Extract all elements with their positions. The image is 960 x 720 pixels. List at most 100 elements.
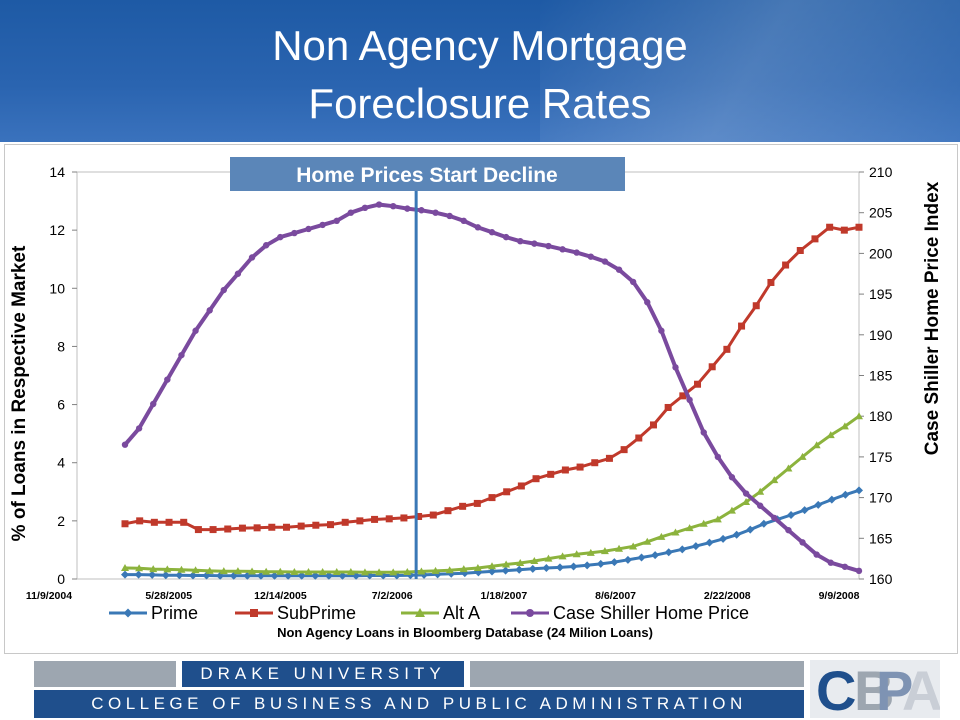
data-point-alta [530, 556, 539, 564]
data-point-prime [841, 490, 850, 499]
data-point-alta [389, 568, 398, 576]
slide-title-line-2: Foreclosure Rates [308, 80, 652, 127]
data-point-case_shiller [474, 224, 482, 231]
data-point-prime [855, 486, 863, 495]
data-point-subprime [429, 511, 437, 519]
data-point-alta [685, 524, 694, 532]
data-point-subprime [165, 518, 173, 526]
data-point-prime [732, 530, 741, 539]
y2-tick-label: 195 [869, 286, 893, 302]
data-point-case_shiller [488, 229, 496, 236]
data-point-prime [311, 571, 320, 580]
data-point-prime [297, 571, 306, 580]
x-tick-label: 12/14/2005 [254, 590, 307, 602]
footer-top-band: DRAKE UNIVERSITY [34, 661, 804, 687]
data-point-subprime [121, 520, 129, 528]
data-point-prime [569, 562, 578, 571]
data-point-subprime [796, 246, 804, 254]
data-point-prime [623, 555, 632, 564]
data-point-subprime [649, 421, 657, 429]
data-point-prime [705, 538, 714, 547]
data-point-alta [572, 550, 581, 558]
data-point-case_shiller [305, 225, 312, 233]
data-point-case_shiller [502, 233, 510, 241]
data-point-alta [276, 567, 285, 575]
data-point-subprime [180, 518, 188, 526]
data-point-case_shiller [220, 286, 228, 294]
data-point-subprime [238, 524, 246, 532]
data-point-alta [318, 568, 327, 576]
data-point-prime [787, 511, 796, 520]
data-point-alta [262, 567, 271, 575]
data-point-alta [502, 560, 511, 568]
y2-tick-label: 190 [869, 327, 893, 343]
data-point-prime [488, 567, 496, 576]
data-point-subprime [400, 514, 408, 522]
data-point-alta [558, 552, 567, 560]
data-point-case_shiller [700, 429, 707, 436]
data-point-alta [742, 497, 751, 505]
data-point-subprime [268, 523, 276, 531]
data-point-subprime [150, 518, 158, 526]
data-point-subprime [327, 521, 335, 529]
data-point-subprime [136, 517, 144, 525]
data-point-case_shiller [531, 240, 538, 247]
data-point-case_shiller [389, 202, 397, 210]
data-point-alta [304, 568, 313, 576]
data-point-prime [134, 570, 143, 579]
data-point-alta [473, 563, 482, 571]
data-point-case_shiller [460, 217, 467, 225]
data-point-alta [516, 559, 525, 567]
data-point-case_shiller [347, 209, 355, 216]
data-point-alta [403, 568, 412, 576]
data-point-case_shiller [771, 514, 778, 522]
data-point-prime [528, 564, 537, 573]
y2-tick-label: 205 [869, 205, 893, 221]
data-point-case_shiller [517, 237, 524, 245]
data-point-case_shiller [785, 526, 792, 534]
data-point-subprime [385, 515, 393, 523]
data-point-case_shiller [234, 270, 242, 277]
data-point-case_shiller [672, 364, 679, 371]
data-point-subprime [356, 517, 364, 525]
data-point-alta [671, 528, 680, 536]
data-point-prime [270, 571, 279, 580]
data-point-prime [216, 571, 225, 580]
x-tick-label: 8/6/2007 [595, 590, 636, 602]
university-name: DRAKE UNIVERSITY [182, 661, 464, 687]
y2-tick-label: 170 [869, 490, 893, 506]
data-point-prime [324, 571, 333, 580]
data-point-subprime [224, 525, 232, 533]
data-point-subprime [517, 482, 525, 490]
data-point-subprime [826, 223, 834, 231]
y2-tick-label: 175 [869, 449, 893, 465]
footer-gray-block-right [470, 661, 804, 687]
data-point-prime [814, 500, 823, 509]
svg-text:C: C [816, 660, 855, 718]
x-axis-label: Non Agency Loans in Bloomberg Database (… [277, 625, 653, 640]
y2-tick-label: 210 [869, 164, 893, 180]
data-point-subprime [459, 502, 467, 510]
data-point-case_shiller [135, 425, 143, 432]
data-point-prime [637, 553, 646, 562]
data-point-case_shiller [333, 217, 340, 225]
data-point-alta [445, 566, 454, 574]
data-point-case_shiller [629, 278, 637, 286]
footer-gray-block-left [34, 661, 176, 687]
legend-label-case_shiller: Case Shiller Home Price [553, 603, 749, 623]
y-tick-label: 10 [49, 280, 65, 296]
y2-tick-label: 200 [869, 245, 893, 261]
data-point-alta [219, 567, 228, 575]
legend-marker-prime [123, 608, 133, 618]
data-point-alta [855, 412, 863, 420]
y-tick-label: 6 [57, 397, 65, 413]
data-point-prime [691, 542, 700, 551]
y-tick-label: 8 [57, 338, 65, 354]
data-point-subprime [297, 522, 305, 530]
title-band: Non Agency Mortgage Foreclosure Rates [0, 0, 960, 142]
data-point-case_shiller [150, 400, 157, 408]
y-tick-label: 2 [57, 513, 65, 529]
legend-label-prime: Prime [151, 603, 198, 623]
data-point-case_shiller [446, 212, 453, 220]
y2-tick-label: 180 [869, 408, 893, 424]
